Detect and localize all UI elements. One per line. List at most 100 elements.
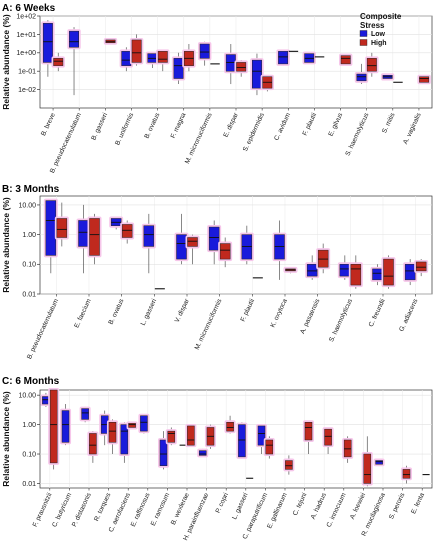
box-high-a-pasaensis — [316, 243, 331, 274]
box-body — [419, 76, 430, 83]
x-tick-label-a-pasaensis: A. pasaensis — [299, 297, 322, 335]
box-low-f-magna — [171, 52, 186, 85]
box-low-m-micronuciformis — [197, 41, 212, 66]
x-tick-label-b-gasseri: B. gasseri — [90, 111, 109, 141]
box-body — [69, 30, 79, 48]
box-high-v-dispar — [185, 234, 200, 265]
box-body — [375, 460, 383, 465]
box-high-s-haemolyticus — [365, 52, 379, 77]
box-body — [108, 422, 117, 443]
box-body — [340, 55, 351, 65]
box-high-g-adiacens — [414, 259, 429, 277]
y-tick-label: 1e+00 — [16, 50, 36, 57]
box-low-m-micronuciformis — [207, 220, 222, 265]
y-axis-label: Relative abundance (%) — [1, 197, 11, 293]
legend-label-high: High — [371, 40, 387, 47]
box-high-m-micronuciformis — [218, 237, 233, 268]
x-tick-label-g-adiacens: G. adiacens — [398, 297, 420, 332]
box-body — [383, 258, 394, 286]
x-tick-label-l-gasseri: L. gasseri — [231, 491, 250, 520]
box-low-c-freundii — [370, 264, 385, 286]
x-tick-label-p-distasonis: P. distasonis — [71, 491, 93, 528]
x-tick-label-f-plautii: F. plautii — [302, 111, 319, 136]
box-low-l-gasseri — [236, 422, 248, 459]
legend-title: Composite — [360, 12, 402, 21]
box-body — [257, 425, 266, 446]
x-tick-label-m-micronuciformis: M. micronuciformis — [194, 297, 224, 351]
panel-title: C: 6 Months — [2, 376, 60, 387]
x-tick-label-s-peroris: S. peroris — [388, 491, 407, 520]
box-high-b-gasseri — [103, 37, 118, 45]
box-body — [45, 200, 57, 256]
y-tick-label: 1e+02 — [16, 13, 36, 20]
box-body — [404, 264, 416, 281]
y-tick-label: 1e+01 — [16, 32, 36, 39]
box-body — [187, 237, 198, 247]
box-high-c-tejuni — [302, 420, 315, 455]
box-low-l-gasseri — [141, 213, 156, 274]
x-tick-label-r-torques: R. torques — [93, 491, 112, 522]
box-body — [173, 58, 184, 79]
box-body — [356, 73, 367, 82]
box-high-s-peroris — [400, 465, 413, 484]
box-high-s-haemolyticus — [348, 255, 363, 289]
x-tick-label-b-wexlerae: B. wexlerae — [170, 492, 191, 526]
x-tick-label-c-avidum: C. avidum — [273, 111, 292, 141]
box-body — [304, 422, 313, 441]
box-high-c-innocuum — [342, 436, 354, 463]
box-body — [372, 268, 383, 281]
x-tick-label-e-ramosum: E. ramosum — [150, 491, 172, 527]
box-body — [89, 433, 97, 455]
boxplot-3-months: B: 3 Months 0.01 0.10 1.00 10.00 Relative abu… — [1, 184, 433, 360]
box-low-b-pseudocatenulatum — [67, 27, 81, 96]
x-tick-label-c-aerofaciens: C. aerofaciens — [108, 491, 133, 533]
box-high-e-gilvus — [339, 53, 353, 66]
box-low-e-faecium — [76, 204, 91, 274]
plot-area — [39, 389, 433, 489]
x-tick-label-k-oxytoca: K. oxytoca — [269, 298, 288, 329]
box-high-e-faecium — [87, 213, 102, 265]
x-tick-label-b-ovatus: B. ovatus — [108, 297, 126, 326]
box-body — [363, 453, 372, 484]
x-tick-label-a-loewiei: A. loewiei — [349, 491, 367, 520]
box-high-b-uniformis — [129, 34, 144, 66]
box-high-r-torques — [106, 419, 119, 455]
box-low-e-raffinosus — [138, 413, 150, 434]
box-low-h-parainfluenzae — [197, 448, 209, 458]
x-tick-label-e-raffinosus: E. raffinosus — [130, 491, 152, 528]
box-body — [140, 415, 148, 432]
box-low-c-butyricum — [59, 404, 72, 446]
x-tick-label-v-dispar: V. dispar — [174, 297, 191, 324]
box-high-a-loewiei — [361, 436, 373, 487]
y-tick-label: 0.01 — [22, 481, 36, 488]
box-body — [226, 422, 234, 432]
box-body — [187, 425, 195, 446]
box-body — [324, 428, 332, 446]
box-body — [208, 226, 220, 251]
box-body — [131, 39, 142, 63]
box-body — [81, 408, 89, 420]
y-tick-label: 10.00 — [18, 393, 36, 400]
box-low-b-ovatus — [145, 51, 160, 68]
box-high-b-pseudocatenulatum — [54, 202, 69, 247]
box-body — [56, 218, 68, 238]
x-tick-label-a-hadrus: A. hadrus — [310, 491, 329, 520]
box-high-s-epidermidis — [260, 74, 275, 92]
box-high-a-hadrus — [322, 427, 334, 455]
y-tick-label: 1.00 — [22, 232, 36, 239]
box-low-b-uniformis — [119, 47, 133, 72]
boxplot-6-weeks: A: 6 Weeks 1e-02 1e-01 1e+00 1e+01 1e+02 Relat… — [1, 3, 433, 174]
x-tick-label-c-freundii: C. freundii — [368, 297, 387, 328]
x-tick-label-b-breve: B. breve — [40, 112, 57, 138]
x-tick-label-p-copri: P. copri — [215, 491, 231, 514]
box-body — [306, 264, 318, 277]
box-high-e-gallinarum — [283, 455, 295, 475]
box-high-b-wexlerae — [185, 423, 197, 448]
y-axis-label: Relative abundance (%) — [1, 14, 11, 110]
box-low-b-breve — [41, 20, 55, 77]
x-tick-label-e-gilvus: E. gilvus — [327, 111, 344, 137]
box-low-b-pseudocatenulatum — [43, 198, 58, 274]
y-tick-label: 0.10 — [22, 451, 36, 458]
box-body — [121, 224, 133, 238]
x-tick-label-f-prausnitzii: F. prausnitzii — [32, 491, 54, 528]
